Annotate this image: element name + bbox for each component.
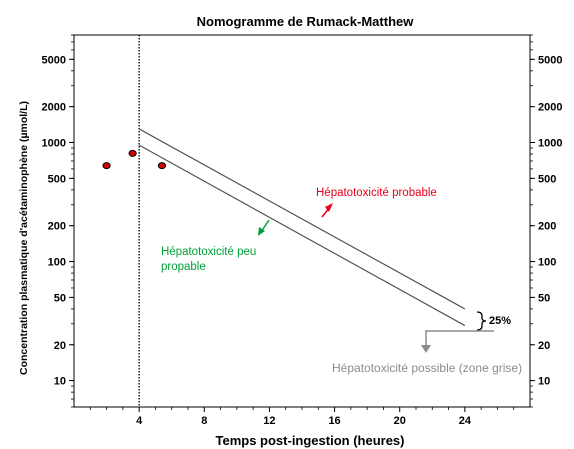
y-tick-label-left: 5000 [42,54,66,66]
y-tick-label-right: 10 [538,376,550,388]
y-tick-label-left: 20 [54,340,66,352]
data-points [102,149,167,170]
y-tick-label-right: 50 [538,292,550,304]
y-tick-label-right: 5000 [538,54,562,66]
data-point [102,162,111,170]
chart-title: Nomogramme de Rumack-Matthew [197,14,415,29]
red-arrow-icon [321,203,333,218]
annotation-peu-probable-1: Hépatotoxicité peu [161,246,256,258]
upper-threshold-line [138,128,466,310]
x-tick-label: 4 [136,415,143,427]
series-lines [138,128,466,327]
data-point [128,149,137,157]
y-tick-label-left: 500 [48,173,66,185]
y-tick-label-left: 50 [54,292,66,304]
x-tick-label: 16 [328,415,340,427]
x-tick-label: 12 [263,415,275,427]
x-tick-label: 24 [459,415,472,427]
annotation-peu-probable-2: propable [161,261,206,273]
x-tick-label: 8 [201,415,207,427]
y-tick-label-right: 100 [538,257,556,269]
y-tick-label-left: 1000 [42,138,66,150]
y-tick-label-left: 10 [54,376,66,388]
x-tick-label: 20 [394,415,406,427]
y-tick-label-right: 500 [538,173,556,185]
lower-threshold-line [138,144,466,327]
grey-arrow-icon [421,330,494,353]
data-point [157,162,167,170]
y-axis-title: Concentration plasmatique d'acétaminophè… [18,101,30,375]
y-tick-label-right: 2000 [538,102,562,114]
y-tick-label-right: 200 [538,221,556,233]
annotation-possible: Hépatotoxicité possible (zone grise) [332,361,522,375]
plot-frame [73,34,531,408]
annotation-probable: Hépatotoxicité probable [316,187,437,199]
x-axis-title: Temps post-ingestion (heures) [216,433,405,448]
axes: 10 10 20 20 50 50 100 100 200 200 500 500 1000 1000 20… [42,34,562,427]
y-tick-label-left: 200 [48,221,66,233]
y-tick-label-right: 1000 [538,138,562,150]
y-tick-label-right: 20 [538,340,550,352]
y-tick-label-left: 2000 [42,102,66,114]
annotation-percent: 25% [489,315,511,327]
percent-brace-icon [476,311,487,331]
y-tick-label-left: 100 [48,257,66,269]
green-arrow-icon [258,219,270,236]
